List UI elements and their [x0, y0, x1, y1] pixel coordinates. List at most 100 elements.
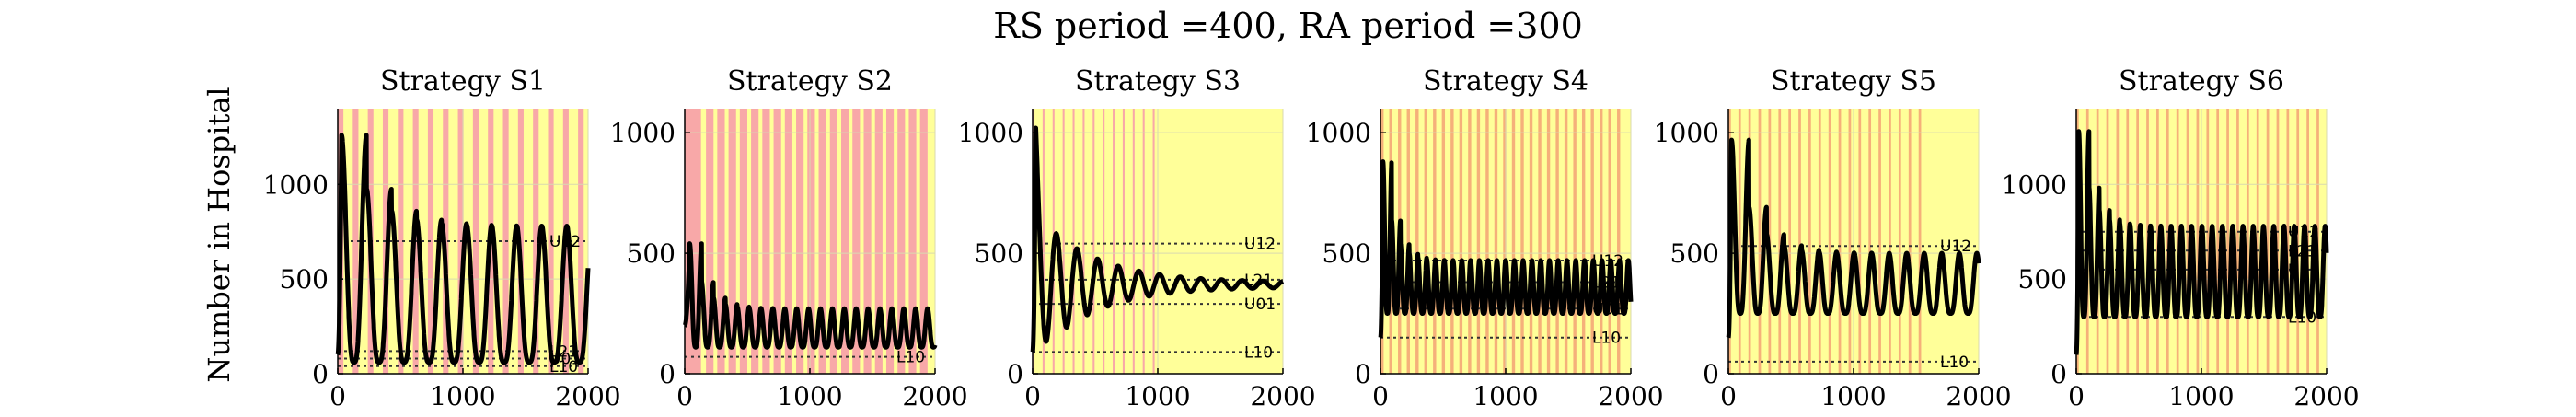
x-tick-label: 2000	[2293, 381, 2359, 411]
x-tick-label: 0	[676, 381, 693, 411]
intervention-band	[1433, 109, 1437, 374]
series-line	[335, 133, 591, 365]
intervention-band	[2176, 109, 2179, 374]
panel-title: Strategy S2	[727, 65, 893, 98]
y-tick-label: 1000	[1306, 118, 1371, 148]
y-tick-label: 0	[659, 359, 676, 389]
chart-panel-2: L10 0 1000 2000 0 500 1000 Strategy S2	[610, 65, 968, 411]
threshold-label: U12	[1244, 236, 1276, 254]
intervention-band	[784, 109, 792, 374]
intervention-band	[919, 109, 928, 374]
intervention-band	[2296, 109, 2300, 374]
series-line	[1726, 137, 1981, 340]
intervention-band	[1511, 109, 1516, 374]
panel-title: Strategy S5	[1771, 65, 1936, 98]
y-tick-label: 1000	[1654, 118, 1719, 148]
series-line	[2074, 129, 2329, 356]
x-tick-label: 1000	[1820, 381, 1886, 411]
y-tick-label: 0	[2050, 359, 2067, 389]
intervention-band	[1564, 109, 1568, 374]
intervention-band	[863, 109, 872, 374]
intervention-band	[1608, 109, 1611, 374]
intervention-band	[1152, 109, 1155, 374]
intervention-band	[773, 109, 781, 374]
intervention-band	[1132, 109, 1135, 374]
x-tick-label: 0	[1024, 381, 1041, 411]
intervention-band	[1555, 109, 1559, 374]
intervention-band	[818, 109, 826, 374]
x-tick-label: 2000	[1250, 381, 1315, 411]
x-tick-label: 0	[2068, 381, 2085, 411]
intervention-band	[897, 109, 906, 374]
x-tick-label: 0	[1720, 381, 1737, 411]
intervention-band	[1113, 109, 1115, 374]
x-tick-label: 2000	[1598, 381, 1663, 411]
intervention-band	[1103, 109, 1105, 374]
panel-title: Strategy S3	[1075, 65, 1241, 98]
y-tick-label: 1000	[2002, 169, 2067, 200]
series-line	[682, 241, 938, 350]
y-tick-label: 500	[1670, 238, 1719, 269]
intervention-band	[1546, 109, 1551, 374]
intervention-band	[1590, 109, 1594, 374]
intervention-band	[2286, 109, 2290, 374]
panel-title: Strategy S4	[1423, 65, 1588, 98]
intervention-band	[739, 109, 747, 374]
intervention-band	[2206, 109, 2210, 374]
y-tick-label: 500	[2018, 264, 2067, 295]
x-tick-label: 0	[329, 381, 346, 411]
x-tick-label: 2000	[555, 381, 620, 411]
intervention-band	[2196, 109, 2200, 374]
intervention-band	[1082, 109, 1085, 374]
intervention-band	[706, 109, 714, 374]
intervention-band	[1485, 109, 1489, 374]
intervention-band	[1918, 109, 1922, 374]
intervention-band	[1503, 109, 1507, 374]
intervention-band	[1122, 109, 1125, 374]
intervention-band	[1415, 109, 1419, 374]
intervention-band	[874, 109, 883, 374]
intervention-band	[398, 109, 404, 374]
intervention-band	[2216, 109, 2220, 374]
intervention-band	[1042, 109, 1045, 374]
intervention-band	[807, 109, 815, 374]
x-tick-label: 1000	[777, 381, 842, 411]
intervention-band	[852, 109, 861, 374]
intervention-band	[352, 109, 359, 374]
chart-panel-5: U12 L10 0 1000 2000 0 500 1000 Strategy S5	[1654, 65, 2012, 411]
y-tick-label: 500	[627, 238, 676, 269]
figure-title: RS period =400, RA period =300	[993, 6, 1583, 46]
threshold-label: L10	[896, 349, 925, 367]
intervention-band	[2166, 109, 2169, 374]
intervention-band	[1538, 109, 1542, 374]
panel-title: Strategy S1	[380, 65, 546, 98]
intervention-band	[796, 109, 804, 374]
intervention-band	[2226, 109, 2229, 374]
intervention-band	[1476, 109, 1481, 374]
series-line	[1030, 125, 1286, 354]
intervention-band	[1617, 109, 1621, 374]
intervention-band	[1441, 109, 1446, 374]
intervention-band	[1848, 109, 1852, 374]
intervention-band	[2186, 109, 2189, 374]
intervention-band	[1581, 109, 1586, 374]
intervention-band	[1828, 109, 1831, 374]
y-tick-label: 0	[1007, 359, 1023, 389]
y-tick-label: 1000	[610, 118, 676, 148]
threshold-label: U12	[1940, 237, 1971, 256]
intervention-band	[1468, 109, 1472, 374]
intervention-band	[1838, 109, 1842, 374]
intervention-band	[908, 109, 917, 374]
intervention-band	[2276, 109, 2280, 374]
threshold-label: L10	[1244, 343, 1273, 362]
threshold-label: L10	[1940, 353, 1969, 372]
intervention-band	[578, 109, 584, 374]
intervention-band	[1889, 109, 1891, 374]
intervention-band	[841, 109, 849, 374]
threshold-label: U01	[1244, 295, 1276, 314]
intervention-band	[1738, 109, 1741, 374]
